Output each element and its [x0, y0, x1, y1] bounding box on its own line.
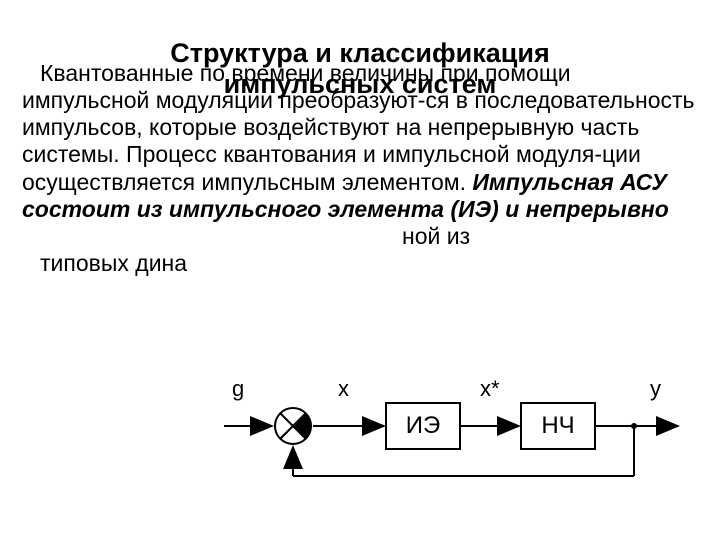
para-tail-right: ной из [402, 223, 470, 249]
title-line2: импульсных систем [0, 69, 720, 100]
block-diagram: g x x* y ИЭ НЧ [220, 368, 690, 488]
diagram-lines [220, 368, 690, 488]
para-plain2: типовых дина [40, 250, 187, 276]
page-title: Структура и классификация импульсных сис… [0, 38, 720, 100]
title-line1: Структура и классификация [0, 38, 720, 69]
